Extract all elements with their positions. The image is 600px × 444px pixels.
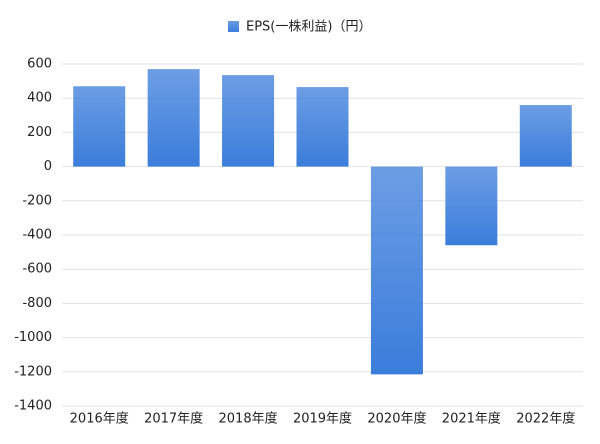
y-tick-label: -600	[22, 262, 52, 277]
y-tick-label: -800	[22, 296, 52, 311]
y-tick-label: 200	[27, 125, 52, 140]
bar	[73, 86, 126, 167]
legend-swatch	[228, 21, 239, 32]
x-tick-label: 2021年度	[442, 411, 501, 427]
x-tick-label: 2020年度	[367, 411, 426, 427]
y-tick-label: 400	[27, 91, 52, 106]
bar	[296, 87, 349, 167]
x-tick-label: 2018年度	[219, 411, 278, 427]
y-tick-label: -200	[22, 193, 52, 208]
x-tick-label: 2017年度	[144, 411, 203, 427]
y-tick-label: 0	[44, 159, 52, 174]
bar	[519, 105, 572, 167]
x-tick-label: 2016年度	[70, 411, 129, 427]
y-tick-label: 600	[27, 57, 52, 72]
bar	[147, 69, 200, 167]
x-tick-label: 2019年度	[293, 411, 352, 427]
y-tick-label: -400	[22, 228, 52, 243]
bar	[222, 75, 275, 167]
x-tick-label: 2022年度	[516, 411, 575, 427]
bar	[445, 166, 498, 246]
y-tick-label: -1200	[14, 364, 52, 379]
y-tick-label: -1400	[14, 399, 52, 414]
legend-label: EPS(一株利益)（円）	[246, 20, 371, 35]
bar	[370, 166, 423, 375]
y-tick-label: -1000	[14, 330, 52, 345]
